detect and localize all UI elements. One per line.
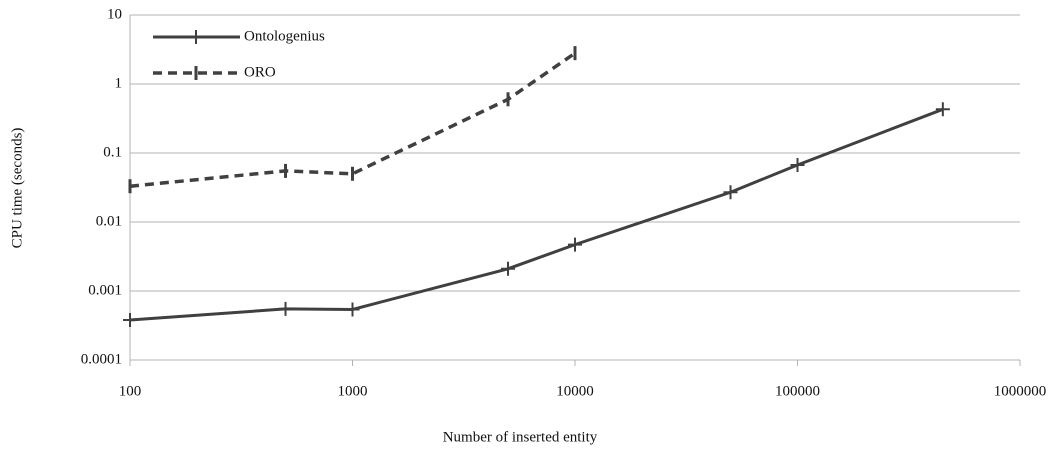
y-tick-label: 0.01	[96, 213, 122, 229]
marker	[568, 237, 582, 252]
x-axis-label: Number of inserted entity	[443, 429, 598, 445]
x-tick-label: 100000	[775, 383, 820, 399]
series-line	[129, 107, 944, 322]
legend-label: ORO	[244, 64, 276, 80]
marker	[278, 301, 293, 316]
y-tick-label: 1	[115, 75, 123, 91]
marker	[723, 185, 738, 200]
marker	[790, 158, 805, 173]
marker	[935, 102, 950, 117]
marker	[501, 261, 516, 276]
y-tick-label: 0.001	[88, 282, 122, 298]
x-tick-label: 1000000	[994, 383, 1047, 399]
y-axis-label: CPU time (seconds)	[9, 128, 25, 249]
y-tick-label: 0.0001	[81, 351, 122, 367]
legend-label: Ontologenius	[244, 28, 325, 44]
y-tick-label: 10	[107, 6, 122, 22]
marker	[345, 302, 360, 317]
x-tick-label: 1000	[338, 383, 368, 399]
legend-marker	[189, 30, 203, 44]
series-line	[129, 51, 576, 188]
x-tick-label: 10000	[556, 383, 594, 399]
marker	[123, 312, 137, 327]
x-tick-label: 100	[119, 383, 142, 399]
y-tick-label: 0.1	[103, 144, 122, 160]
